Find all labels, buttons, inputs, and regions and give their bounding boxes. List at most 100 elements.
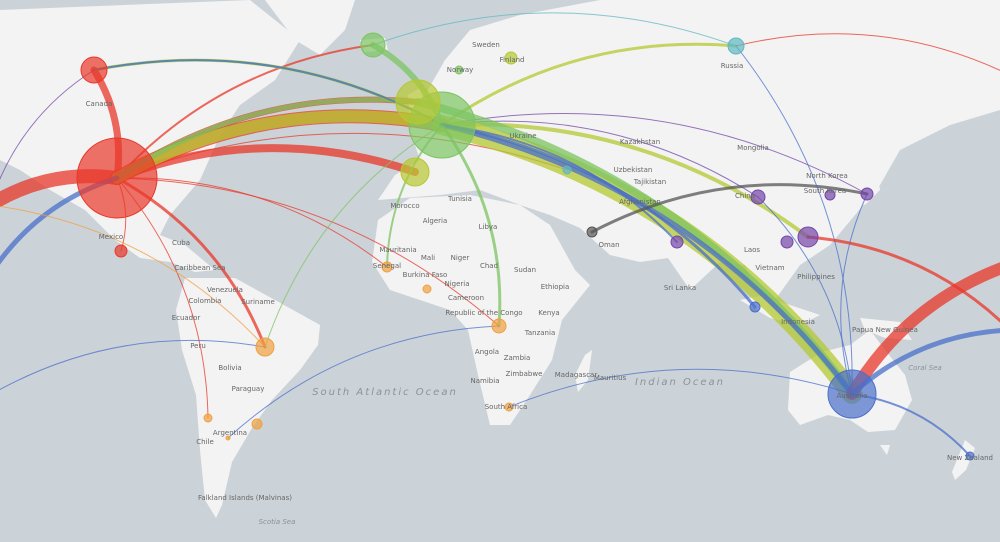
node-norway[interactable] [454, 65, 464, 75]
flow-brazil-west-edge[interactable] [0, 205, 266, 348]
node-canada[interactable] [80, 56, 108, 84]
country-label: Oman [598, 241, 619, 249]
land-south-america [176, 278, 320, 518]
landmasses [0, 0, 1000, 518]
country-label: Papua New Guinea [852, 326, 918, 334]
country-label: Philippines [797, 273, 835, 281]
node-china[interactable] [750, 189, 766, 205]
country-label: Venezuela [207, 286, 243, 294]
country-label: Laos [744, 246, 760, 254]
country-label: Libya [479, 223, 498, 231]
node-malaysia[interactable] [749, 301, 761, 313]
node-iceland[interactable] [360, 32, 386, 58]
land-madagascar [575, 350, 592, 392]
flow-europe-usa[interactable] [111, 110, 448, 184]
flow-iran-japan[interactable] [590, 183, 869, 234]
country-label: Mongolia [737, 144, 769, 152]
country-label: Peru [190, 342, 206, 350]
node-russia[interactable] [727, 37, 745, 55]
country-label: New Zealand [947, 454, 993, 462]
country-label: South Africa [485, 403, 528, 411]
flow-europe2-usa[interactable] [114, 97, 421, 181]
country-label: Uzbekistan [614, 166, 653, 174]
country-label: Indonesia [781, 318, 815, 326]
country-label: Sweden [472, 41, 500, 49]
node-australia[interactable] [827, 369, 877, 419]
country-label: Ecuador [172, 314, 201, 322]
country-label: Sri Lanka [664, 284, 696, 292]
flow-taiwan-east-edge-low[interactable] [806, 235, 1000, 330]
node-korea[interactable] [824, 189, 836, 201]
flow-iceland-russia[interactable] [372, 12, 737, 47]
country-label: Cameroon [448, 294, 484, 302]
flow-canada-west-edge[interactable] [0, 69, 95, 205]
flow-europe-japan[interactable] [441, 112, 868, 195]
country-label: Morocco [390, 202, 419, 210]
country-label: Algeria [423, 217, 448, 225]
flow-australia-east-edge-high[interactable] [846, 262, 1000, 400]
country-label: Tunisia [447, 195, 472, 203]
country-label: Paraguay [232, 385, 265, 393]
country-label: Republic of the Congo [445, 309, 522, 317]
country-label: Senegal [373, 262, 401, 270]
flow-europe-india[interactable] [441, 124, 678, 243]
country-label: Chad [480, 262, 498, 270]
flow-australia-russia[interactable] [735, 45, 853, 395]
country-label: Zimbabwe [506, 370, 543, 378]
node-india[interactable] [670, 235, 684, 249]
flow-russia-east-edge-top[interactable] [735, 33, 1000, 75]
node-hongkong[interactable] [780, 235, 794, 249]
country-label: Falkland Islands (Malvinas) [198, 494, 292, 502]
node-chile[interactable] [203, 413, 213, 423]
country-label: Caribbean Sea [174, 264, 225, 272]
node-turkey[interactable] [562, 165, 572, 175]
flow-australia-japan[interactable] [840, 193, 868, 395]
flow-usa-congo[interactable] [116, 177, 500, 327]
node-newzealand[interactable] [965, 451, 975, 461]
country-label: Argentina [213, 429, 247, 437]
flow-europe-brazil[interactable] [264, 124, 443, 348]
country-label: Mali [421, 254, 435, 262]
node-southafrica[interactable] [504, 402, 514, 412]
flow-australia-china[interactable] [757, 196, 853, 395]
sea-label: Scotia Sea [259, 518, 296, 526]
flow-southafrica-australia[interactable] [508, 368, 853, 408]
flow-europe-australia[interactable] [439, 122, 855, 397]
country-label: Chile [196, 438, 214, 446]
country-label: Sudan [514, 266, 536, 274]
country-label: Bolivia [218, 364, 241, 372]
country-label: Russia [721, 62, 744, 70]
country-label: Tajikistan [633, 178, 666, 186]
country-label: Tanzania [524, 329, 555, 337]
country-labels: Canada Mexico Cuba Caribbean Sea Venezuela Co… [86, 41, 993, 502]
node-japan[interactable] [860, 187, 874, 201]
flow-lines [0, 12, 1000, 457]
node-uruguay[interactable] [251, 418, 263, 430]
node-senegal[interactable] [381, 261, 393, 273]
country-label: Madagascar [555, 371, 598, 379]
country-label: Australia [837, 392, 868, 400]
node-europe2[interactable] [395, 79, 441, 125]
node-brazil[interactable] [255, 337, 275, 357]
sea-label: Coral Sea [908, 364, 942, 372]
ocean-label: South Atlantic Ocean [312, 387, 458, 398]
country-nodes [76, 32, 975, 461]
node-iran[interactable] [586, 226, 598, 238]
node-finland[interactable] [504, 51, 518, 65]
flow-west-edge-south-brazil[interactable] [0, 339, 266, 395]
country-label: Colombia [189, 297, 222, 305]
country-label: North Korea [806, 172, 848, 180]
node-ghana[interactable] [422, 284, 432, 294]
node-usa[interactable] [76, 137, 158, 219]
node-taiwan[interactable] [797, 226, 819, 248]
node-congo[interactable] [491, 318, 507, 334]
flow-europe-russia[interactable] [440, 42, 738, 127]
node-argentina[interactable] [225, 435, 231, 441]
flow-argentina-congo[interactable] [227, 325, 500, 439]
node-mexico[interactable] [114, 244, 128, 258]
land-africa [372, 195, 590, 425]
country-label: Cuba [172, 239, 190, 247]
node-uk[interactable] [400, 157, 430, 187]
